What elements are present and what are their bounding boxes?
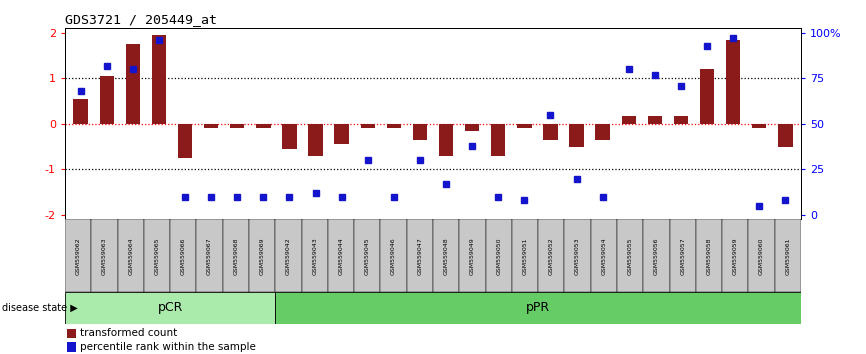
Text: GSM559062: GSM559062	[75, 237, 81, 275]
FancyBboxPatch shape	[65, 292, 275, 324]
Bar	[74, 99, 87, 124]
Text: GSM559053: GSM559053	[575, 237, 580, 275]
Text: GSM559066: GSM559066	[181, 237, 185, 274]
Text: GDS3721 / 205449_at: GDS3721 / 205449_at	[65, 13, 217, 26]
Bar	[386, 124, 401, 127]
FancyBboxPatch shape	[486, 219, 512, 292]
Bar	[360, 124, 375, 127]
Text: GSM559047: GSM559047	[417, 237, 423, 275]
Text: disease state ▶: disease state ▶	[2, 303, 77, 313]
Bar	[491, 124, 506, 156]
Text: GSM559056: GSM559056	[654, 237, 659, 274]
Text: GSM559048: GSM559048	[443, 237, 449, 275]
Text: GSM559046: GSM559046	[391, 237, 396, 275]
Bar	[439, 124, 453, 156]
Text: percentile rank within the sample: percentile rank within the sample	[81, 342, 256, 352]
Bar	[622, 116, 636, 124]
Text: GSM559069: GSM559069	[260, 237, 265, 275]
Text: transformed count: transformed count	[81, 328, 178, 338]
FancyBboxPatch shape	[617, 219, 643, 292]
Text: GSM559045: GSM559045	[365, 237, 370, 275]
Text: GSM559065: GSM559065	[154, 237, 159, 274]
FancyBboxPatch shape	[275, 219, 301, 292]
Text: GSM559063: GSM559063	[102, 237, 107, 275]
FancyBboxPatch shape	[538, 219, 565, 292]
Text: GSM559050: GSM559050	[496, 237, 501, 274]
Text: GSM559057: GSM559057	[681, 237, 685, 275]
Text: pCR: pCR	[158, 302, 183, 314]
FancyBboxPatch shape	[643, 219, 669, 292]
FancyBboxPatch shape	[91, 219, 118, 292]
Bar	[596, 124, 610, 140]
Bar	[256, 124, 270, 127]
Text: GSM559058: GSM559058	[707, 237, 712, 274]
FancyBboxPatch shape	[669, 219, 696, 292]
Bar	[308, 124, 323, 156]
FancyBboxPatch shape	[65, 219, 91, 292]
Bar	[204, 124, 218, 127]
Bar	[68, 342, 76, 352]
FancyBboxPatch shape	[275, 292, 801, 324]
Text: GSM559067: GSM559067	[207, 237, 212, 275]
FancyBboxPatch shape	[380, 219, 407, 292]
FancyBboxPatch shape	[591, 219, 617, 292]
Text: GSM559059: GSM559059	[733, 237, 738, 275]
FancyBboxPatch shape	[249, 219, 275, 292]
Text: GSM559052: GSM559052	[549, 237, 553, 275]
FancyBboxPatch shape	[407, 219, 433, 292]
Bar	[752, 124, 766, 127]
FancyBboxPatch shape	[223, 219, 249, 292]
FancyBboxPatch shape	[459, 219, 486, 292]
Text: pPR: pPR	[526, 302, 550, 314]
Bar	[282, 124, 297, 149]
Text: GSM559068: GSM559068	[233, 237, 238, 274]
FancyBboxPatch shape	[433, 219, 459, 292]
Text: GSM559042: GSM559042	[286, 237, 291, 275]
Text: GSM559061: GSM559061	[785, 237, 791, 274]
FancyBboxPatch shape	[301, 219, 328, 292]
Text: GSM559055: GSM559055	[628, 237, 633, 274]
Bar	[726, 40, 740, 124]
Text: GSM559043: GSM559043	[313, 237, 317, 275]
FancyBboxPatch shape	[565, 219, 591, 292]
Bar	[413, 124, 427, 140]
FancyBboxPatch shape	[748, 219, 775, 292]
Bar	[334, 124, 349, 144]
FancyBboxPatch shape	[775, 219, 801, 292]
Text: GSM559064: GSM559064	[128, 237, 133, 275]
Text: GSM559054: GSM559054	[601, 237, 606, 275]
Bar	[152, 35, 166, 124]
Bar	[779, 124, 792, 147]
Bar	[674, 116, 688, 124]
Text: GSM559044: GSM559044	[339, 237, 344, 275]
FancyBboxPatch shape	[170, 219, 197, 292]
Bar	[517, 124, 532, 127]
FancyBboxPatch shape	[722, 219, 748, 292]
Bar	[68, 329, 76, 338]
FancyBboxPatch shape	[512, 219, 538, 292]
FancyBboxPatch shape	[696, 219, 722, 292]
Text: GSM559060: GSM559060	[759, 237, 764, 274]
Bar	[100, 76, 114, 124]
Bar	[543, 124, 558, 140]
Bar	[569, 124, 584, 147]
FancyBboxPatch shape	[328, 219, 354, 292]
Bar	[465, 124, 480, 131]
FancyBboxPatch shape	[118, 219, 144, 292]
FancyBboxPatch shape	[354, 219, 380, 292]
FancyBboxPatch shape	[144, 219, 170, 292]
Bar	[178, 124, 192, 158]
Bar	[700, 69, 714, 124]
Text: GSM559049: GSM559049	[470, 237, 475, 275]
Bar	[126, 44, 140, 124]
FancyBboxPatch shape	[197, 219, 223, 292]
Text: GSM559051: GSM559051	[522, 237, 527, 274]
Bar	[648, 116, 662, 124]
Bar	[230, 124, 244, 127]
